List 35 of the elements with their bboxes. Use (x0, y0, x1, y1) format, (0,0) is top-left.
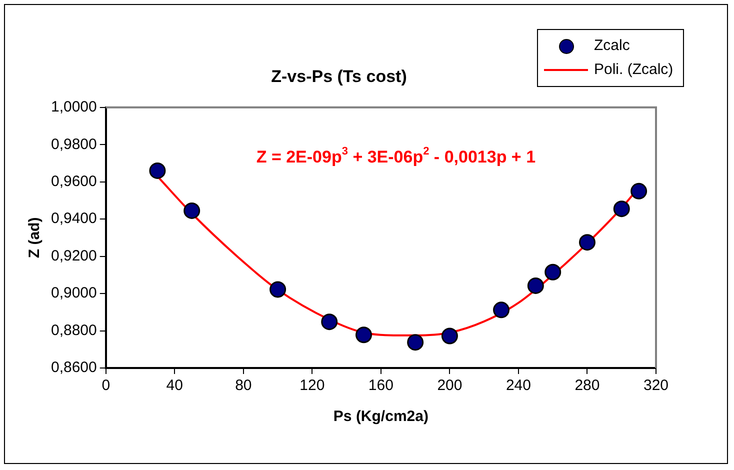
point (544, 264, 562, 280)
x-tick-label: 240 (506, 377, 531, 394)
y-tick-label: 1,0000 (50, 98, 97, 116)
point (527, 277, 544, 294)
y-tick-label: 0,9400 (50, 210, 97, 228)
x-tick-label: 320 (643, 377, 669, 394)
x-tick-label: 40 (166, 377, 183, 394)
y-tick-label: 0,9200 (50, 247, 97, 264)
x-tick-label: 200 (437, 377, 462, 394)
chart-title: Z-vs-Ps (Ts cost) (271, 66, 407, 86)
point (578, 234, 596, 251)
x-tick-label: 120 (300, 377, 325, 394)
y-tick-label: 0,8600 (50, 359, 97, 376)
y-axis-title: Z (ad) (26, 217, 44, 258)
point (270, 281, 286, 298)
point (407, 334, 424, 351)
point (184, 202, 200, 219)
point (630, 182, 648, 200)
x-tick-label: 160 (368, 377, 394, 394)
y-tick-label: 0,9800 (50, 136, 97, 153)
x-tick-label: 0 (102, 377, 110, 394)
x-axis-title: Ps (Kg/cm2a) (333, 408, 428, 426)
legend-label: Poli. (Zcalc) (594, 60, 674, 80)
x-tick-label: 280 (574, 377, 600, 394)
point (321, 314, 338, 330)
point (613, 200, 630, 218)
point (149, 162, 166, 179)
y-tick-label: 0,9000 (50, 284, 97, 302)
legend-label: Zcalc (594, 36, 630, 56)
x-tick-label: 80 (235, 377, 252, 394)
point (356, 326, 372, 344)
point (441, 328, 458, 344)
point (493, 302, 510, 318)
y-tick-label: 0,9600 (50, 173, 97, 190)
y-tick-label: 0,8800 (50, 322, 97, 339)
